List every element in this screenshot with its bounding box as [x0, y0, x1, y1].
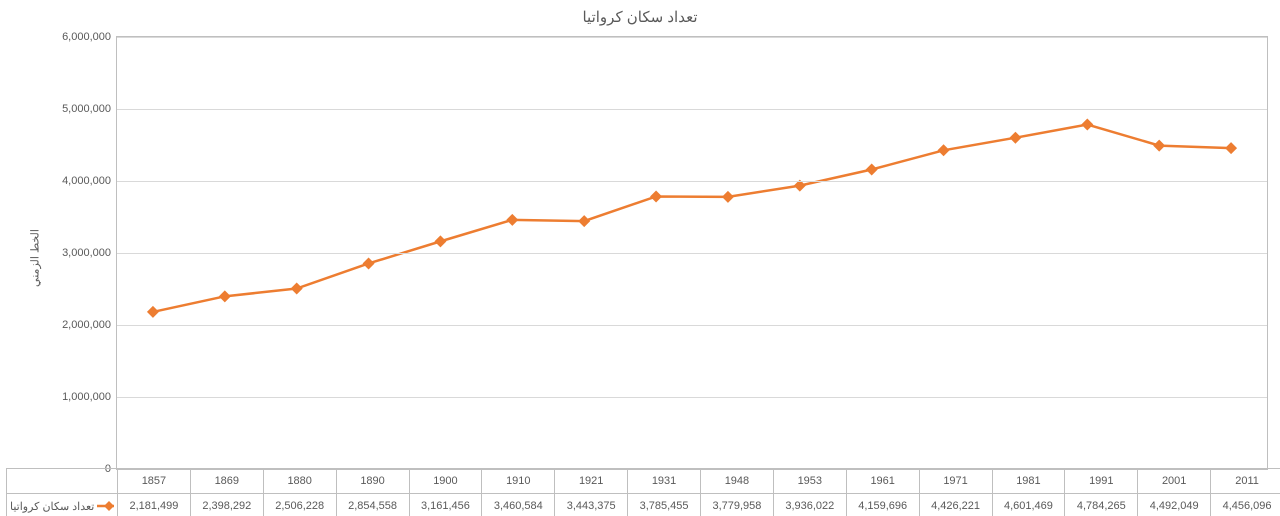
y-tick-label: 4,000,000	[62, 175, 111, 187]
table-header-cell: 1961	[846, 469, 919, 494]
table-data-cell: 3,785,455	[628, 494, 701, 516]
table-data-cell: 4,601,469	[992, 494, 1065, 516]
y-tick-label: 3,000,000	[62, 247, 111, 259]
table-data-cell: 2,398,292	[190, 494, 263, 516]
gridline	[117, 109, 1267, 110]
data-marker	[363, 257, 375, 269]
data-marker	[506, 214, 518, 226]
data-marker	[938, 144, 950, 156]
table-data-cell: 2,181,499	[118, 494, 191, 516]
data-marker	[434, 235, 446, 247]
table-data-cell: 4,784,265	[1065, 494, 1138, 516]
y-tick-label: 1,000,000	[62, 391, 111, 403]
table-header-cell: 1991	[1065, 469, 1138, 494]
table-data-cell: 3,779,958	[701, 494, 774, 516]
gridline	[117, 325, 1267, 326]
legend-label: تعداد سكان كرواتيا	[10, 500, 94, 513]
plot-area: 01,000,0002,000,0003,000,0004,000,0005,0…	[116, 36, 1268, 470]
gridline	[117, 181, 1267, 182]
series-line	[153, 125, 1231, 312]
data-marker	[722, 191, 734, 203]
table-header-cell: 1900	[409, 469, 482, 494]
data-marker	[578, 215, 590, 227]
table-data-cell: 3,460,584	[482, 494, 555, 516]
table-data-cell: 4,426,221	[919, 494, 992, 516]
table-data-cell: 2,854,558	[336, 494, 409, 516]
data-table: 1857186918801890190019101921193119481953…	[6, 468, 1280, 516]
table-header-blank	[7, 469, 118, 494]
data-marker	[1009, 132, 1021, 144]
table-header-cell: 1910	[482, 469, 555, 494]
table-header-row: 1857186918801890190019101921193119481953…	[7, 469, 1280, 494]
table-header-cell: 1971	[919, 469, 992, 494]
table-header-cell: 1953	[773, 469, 846, 494]
table-data-cell: 2,506,228	[263, 494, 336, 516]
table-data-cell: 4,456,096	[1211, 494, 1280, 516]
y-tick-label: 5,000,000	[62, 103, 111, 115]
y-axis-title: الخط الزمني	[28, 229, 41, 287]
gridline	[117, 37, 1267, 38]
data-marker	[1081, 119, 1093, 131]
table-header-cell: 2001	[1138, 469, 1211, 494]
table-header-cell: 1921	[555, 469, 628, 494]
data-marker	[650, 190, 662, 202]
chart-title: تعداد سكان كرواتيا	[0, 8, 1280, 26]
y-tick-label: 2,000,000	[62, 319, 111, 331]
table-header-cell: 1880	[263, 469, 336, 494]
table-header-cell: 1890	[336, 469, 409, 494]
legend-marker-icon	[97, 500, 114, 512]
table-header-cell: 1948	[701, 469, 774, 494]
data-marker	[1225, 142, 1237, 154]
legend-cell: تعداد سكان كرواتيا	[7, 494, 118, 516]
table-header-cell: 1869	[190, 469, 263, 494]
gridline	[117, 397, 1267, 398]
gridline	[117, 253, 1267, 254]
data-marker	[219, 290, 231, 302]
data-marker	[866, 164, 878, 176]
table-data-cell: 4,492,049	[1138, 494, 1211, 516]
table-data-cell: 3,936,022	[773, 494, 846, 516]
data-marker	[147, 306, 159, 318]
table-data-cell: 4,159,696	[846, 494, 919, 516]
y-tick-label: 6,000,000	[62, 31, 111, 43]
table-data-cell: 3,443,375	[555, 494, 628, 516]
table-data-cell: 3,161,456	[409, 494, 482, 516]
data-marker	[291, 283, 303, 295]
table-header-cell: 1981	[992, 469, 1065, 494]
table-header-cell: 1857	[118, 469, 191, 494]
chart-container: تعداد سكان كرواتيا الخط الزمني 01,000,00…	[0, 0, 1280, 516]
table-header-cell: 1931	[628, 469, 701, 494]
data-marker	[1153, 140, 1165, 152]
table-data-row: تعداد سكان كرواتيا 2,181,4992,398,2922,50…	[7, 494, 1280, 516]
table-header-cell: 2011	[1211, 469, 1280, 494]
